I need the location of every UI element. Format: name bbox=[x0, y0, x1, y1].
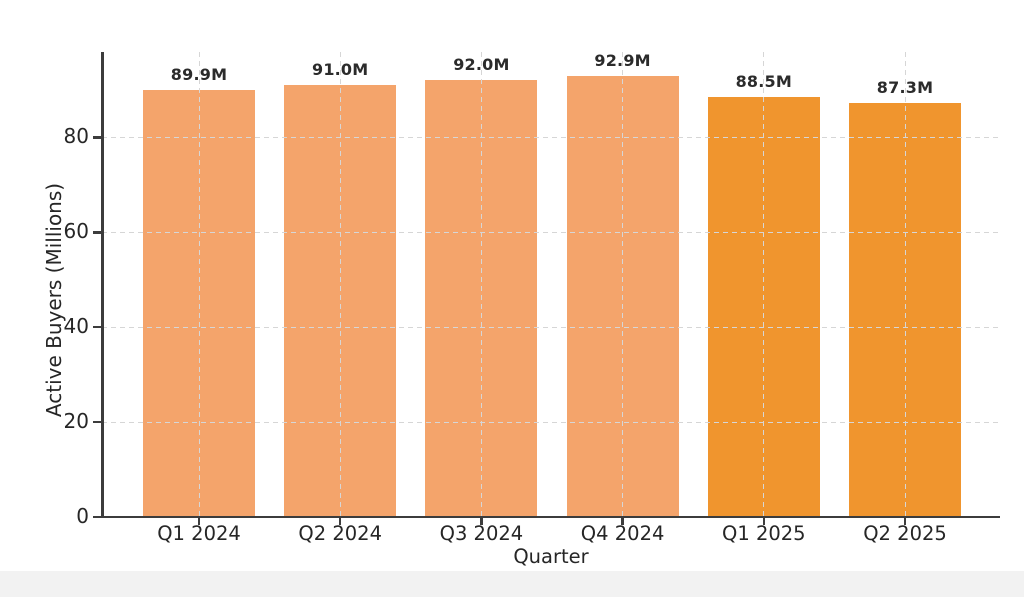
x-gridline bbox=[339, 52, 341, 517]
x-gridline bbox=[198, 52, 200, 517]
bar-value-label: 88.5M bbox=[735, 72, 792, 92]
y-gridline bbox=[102, 231, 1000, 233]
y-gridline bbox=[102, 421, 1000, 423]
y-gridline bbox=[102, 326, 1000, 328]
x-tick-mark bbox=[480, 517, 483, 525]
x-tick-mark bbox=[338, 517, 342, 525]
plot-area: 0 20 40 60 80 89.9M Q1 2024 91.0M Q2 2024 92.0M Q3… bbox=[64, 51, 1000, 544]
x-gridline bbox=[904, 52, 906, 517]
x-gridline bbox=[480, 52, 482, 517]
x-gridline bbox=[622, 52, 624, 517]
bar-value-label: 91.0M bbox=[311, 60, 369, 80]
y-tick-label: 20 bbox=[63, 409, 89, 434]
x-tick-mark bbox=[903, 517, 907, 525]
y-axis-spine bbox=[101, 52, 104, 517]
bar-value-label: 92.9M bbox=[594, 51, 651, 71]
footer-strip bbox=[0, 571, 1024, 597]
y-tick-mark bbox=[93, 325, 102, 329]
x-tick-mark bbox=[762, 517, 766, 525]
bar-value-label: 87.3M bbox=[876, 77, 934, 97]
y-tick-label: 0 bbox=[76, 504, 89, 528]
y-tick-mark bbox=[93, 231, 102, 234]
x-tick-label: Q1 2024 bbox=[157, 522, 241, 545]
x-axis-label: Quarter bbox=[513, 545, 589, 568]
y-tick-label: 80 bbox=[63, 124, 89, 149]
y-tick-label: 60 bbox=[63, 219, 89, 244]
x-tick-label: Q1 2025 bbox=[722, 522, 806, 545]
y-tick-mark bbox=[93, 136, 102, 139]
y-gridline bbox=[102, 136, 1000, 138]
y-axis-label: Active Buyers (Millions) bbox=[42, 182, 66, 418]
y-tick-label: 40 bbox=[63, 314, 89, 339]
bar-value-label: 89.9M bbox=[170, 65, 228, 85]
bar-value-label: 92.0M bbox=[453, 55, 510, 75]
x-tick-mark bbox=[621, 517, 624, 525]
x-axis-spine bbox=[101, 515, 1000, 518]
x-tick-label: Q4 2024 bbox=[580, 522, 665, 545]
y-tick-mark bbox=[93, 515, 102, 519]
x-gridline bbox=[763, 52, 765, 517]
y-tick-mark bbox=[93, 420, 102, 424]
x-tick-label: Q3 2024 bbox=[439, 522, 524, 545]
x-tick-label: Q2 2025 bbox=[863, 522, 947, 545]
x-tick-label: Q2 2024 bbox=[298, 522, 382, 545]
x-tick-mark bbox=[197, 517, 201, 525]
